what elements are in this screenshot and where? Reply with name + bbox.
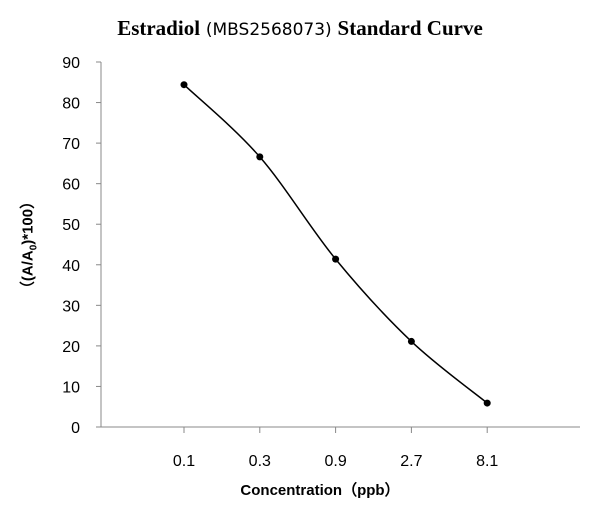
- y-tick-label: 90: [62, 55, 80, 72]
- y-axis-label: （(A/A0)*100）: [17, 194, 40, 296]
- x-tick-label: 0.9: [324, 453, 346, 470]
- data-point: [407, 337, 415, 345]
- title-catalog: (MBS2568073): [205, 20, 332, 40]
- data-point: [483, 399, 491, 407]
- chart-title: Estradiol (MBS2568073) Standard Curve: [0, 16, 600, 41]
- data-point: [180, 81, 188, 89]
- y-tick-label: 10: [62, 379, 80, 396]
- y-tick-label: 0: [71, 420, 80, 437]
- x-tick-label: 8.1: [476, 453, 498, 470]
- x-axis-label: Concentration（ppb）: [240, 482, 400, 499]
- y-tick-label: 40: [62, 258, 80, 275]
- y-label-sub: 0: [28, 244, 40, 251]
- data-point: [332, 255, 340, 263]
- y-tick-label: 60: [62, 177, 80, 194]
- y-label-suffix: )*100）: [19, 193, 37, 245]
- y-label-prefix: （(A/A: [19, 250, 37, 297]
- y-tick-label: 50: [62, 217, 80, 234]
- y-tick-label: 20: [62, 339, 80, 356]
- title-analyte: Estradiol: [117, 16, 201, 40]
- data-point: [256, 153, 264, 161]
- series-line: [183, 84, 488, 404]
- y-tick-label: 70: [62, 136, 80, 153]
- x-tick-label: 0.3: [249, 453, 271, 470]
- x-tick-label: 2.7: [400, 453, 422, 470]
- y-tick-label: 30: [62, 298, 80, 315]
- x-tick-label: 0.1: [173, 453, 195, 470]
- title-suffix: Standard Curve: [337, 16, 483, 40]
- y-tick-label: 80: [62, 96, 80, 113]
